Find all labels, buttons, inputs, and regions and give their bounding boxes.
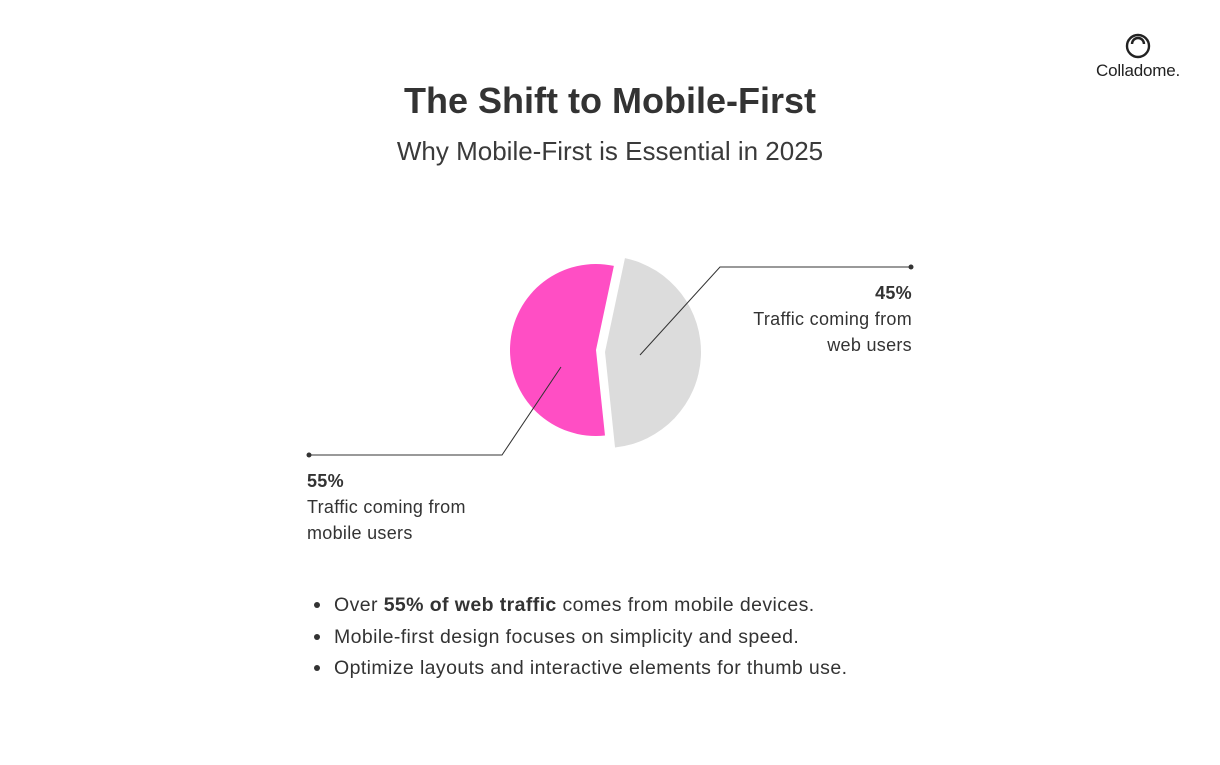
list-item-emphasis: 55% of web traffic bbox=[383, 594, 557, 616]
list-item: Optimize layouts and interactive element… bbox=[312, 655, 847, 687]
list-item-text: Mobile-first design focuses on simplicit… bbox=[334, 625, 800, 648]
leader-line-mobile bbox=[309, 366, 562, 456]
slice-label-mobile-percent: 55% bbox=[307, 471, 344, 491]
list-item-text-end: comes from mobile devices. bbox=[556, 594, 815, 616]
list-item: Mobile-first design focuses on simplicit… bbox=[312, 624, 847, 656]
key-points-list: Over 55% of web traffic comes from mobil… bbox=[312, 592, 847, 687]
slice-label-mobile-description: Traffic coming from mobile users bbox=[307, 497, 466, 543]
page-subtitle: Why Mobile-First is Essential in 2025 bbox=[396, 136, 824, 166]
brand-logo: Colladome. bbox=[1088, 32, 1188, 84]
list-item-text: Over bbox=[334, 594, 384, 616]
leader-line-web-dot bbox=[908, 264, 914, 270]
brand-name: Colladome. bbox=[1096, 61, 1180, 80]
slice-label-web-percent: 45% bbox=[875, 283, 912, 303]
list-item-text: Optimize layouts and interactive element… bbox=[334, 657, 848, 679]
callout-mobile: 55% Traffic coming from mobile users bbox=[307, 468, 507, 546]
callout-web: 45% Traffic coming from web users bbox=[742, 280, 912, 358]
slice-label-web-description: Traffic coming from web users bbox=[753, 309, 912, 355]
list-item: Over 55% of web traffic comes from mobil… bbox=[312, 592, 847, 624]
colladome-logo-icon bbox=[1125, 33, 1151, 59]
pie-slice-mobile bbox=[509, 263, 614, 436]
pie-slice-web bbox=[605, 258, 701, 448]
page-title: The Shift to Mobile-First bbox=[404, 80, 816, 121]
leader-line-web bbox=[639, 266, 911, 356]
leader-line-mobile-dot bbox=[306, 452, 312, 458]
